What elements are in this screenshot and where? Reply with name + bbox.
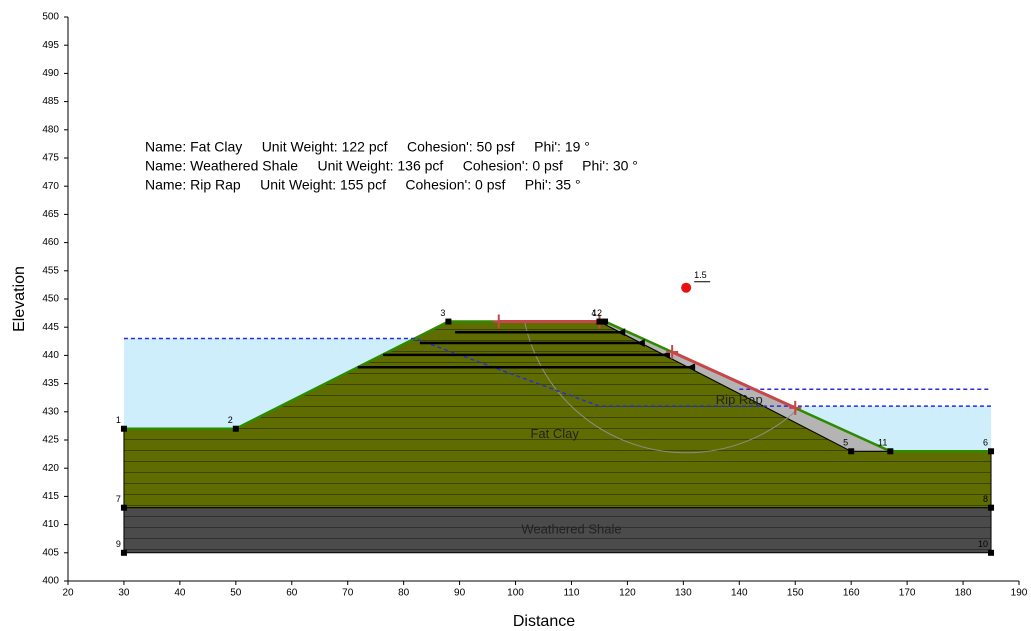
point: [848, 448, 855, 455]
y-tick-label: 430: [42, 406, 59, 417]
reinforcement-head: [636, 338, 645, 347]
x-tick-label: 170: [899, 588, 916, 599]
y-tick-label: 465: [42, 209, 59, 220]
y-tick-label: 475: [42, 153, 59, 164]
x-tick-label: 50: [230, 588, 242, 599]
y-axis-title: Elevation: [11, 266, 28, 332]
x-tick-label: 190: [1011, 588, 1028, 599]
point-label: 8: [983, 494, 988, 504]
water: [123, 338, 415, 429]
point: [232, 425, 239, 432]
soil-hatch: [123, 507, 992, 553]
x-tick-label: 120: [619, 588, 636, 599]
point-label: 4: [591, 308, 596, 318]
x-tick-label: 180: [955, 588, 972, 599]
range-marker: [666, 345, 679, 360]
y-tick-label: 445: [42, 322, 59, 333]
point: [596, 318, 603, 325]
reinforcement-head: [617, 328, 626, 337]
x-axis-title: Distance: [513, 613, 575, 630]
region-label: Fat Clay: [530, 426, 579, 441]
point: [120, 425, 127, 432]
point-label: 3: [440, 308, 445, 318]
x-tick-label: 140: [731, 588, 748, 599]
y-tick-label: 460: [42, 237, 59, 248]
x-tick-label: 30: [118, 588, 130, 599]
point-label: 9: [116, 539, 121, 549]
y-tick-label: 500: [42, 12, 59, 23]
point-label: 7: [116, 494, 121, 504]
y-tick-label: 490: [42, 68, 59, 79]
x-tick-label: 60: [286, 588, 298, 599]
point-label: 1: [116, 415, 121, 425]
y-tick-label: 455: [42, 265, 59, 276]
exit-range: [671, 350, 796, 410]
x-tick-label: 100: [507, 588, 524, 599]
point-label: 10: [978, 539, 988, 549]
region-label: Weathered Shale: [521, 522, 621, 537]
factor-of-safety: 1.5: [694, 270, 707, 280]
x-tick-label: 70: [342, 588, 354, 599]
point-label: 6: [983, 438, 988, 448]
slip-surface: [520, 321, 852, 454]
region-label: Rip Rap: [716, 392, 763, 407]
y-tick-label: 410: [42, 519, 59, 530]
x-tick-label: 110: [563, 588, 579, 599]
range-marker: [492, 314, 505, 329]
point-label: 2: [228, 415, 233, 425]
x-tick-label: 80: [398, 588, 410, 599]
point: [120, 549, 127, 556]
material-legend: Name: Rip Rap Unit Weight: 155 pcf Cohes…: [145, 177, 581, 193]
y-tick-label: 420: [42, 463, 59, 474]
x-tick-label: 20: [62, 588, 74, 599]
material-legend: Name: Fat Clay Unit Weight: 122 pcf Cohe…: [145, 139, 590, 155]
y-tick-label: 440: [42, 350, 59, 361]
point: [988, 504, 995, 511]
reinforcement-head: [687, 363, 696, 372]
range-marker: [789, 400, 802, 415]
y-tick-label: 450: [42, 294, 59, 305]
slip-center: [681, 282, 692, 293]
x-tick-label: 40: [174, 588, 186, 599]
y-tick-label: 495: [42, 40, 59, 51]
x-tick-label: 130: [675, 588, 692, 599]
point-label: 11: [878, 438, 887, 448]
y-tick-label: 405: [42, 547, 59, 558]
y-tick-label: 480: [42, 124, 59, 135]
y-tick-label: 425: [42, 435, 59, 446]
soil-hatch: [123, 321, 992, 508]
point: [887, 448, 894, 455]
point: [120, 504, 127, 511]
point: [445, 318, 452, 325]
point: [602, 318, 609, 325]
y-tick-label: 435: [42, 378, 59, 389]
y-tick-label: 485: [42, 96, 59, 107]
point-label: 12: [592, 308, 602, 318]
x-tick-label: 150: [787, 588, 804, 599]
material-legend: Name: Weathered Shale Unit Weight: 136 p…: [145, 158, 638, 174]
x-tick-label: 90: [454, 588, 466, 599]
x-tick-label: 160: [843, 588, 860, 599]
water: [791, 406, 992, 452]
point: [988, 448, 995, 455]
point: [988, 549, 995, 556]
y-tick-label: 415: [42, 491, 59, 502]
point-label: 5: [843, 438, 848, 448]
y-tick-label: 400: [42, 576, 59, 587]
y-tick-label: 470: [42, 181, 59, 192]
